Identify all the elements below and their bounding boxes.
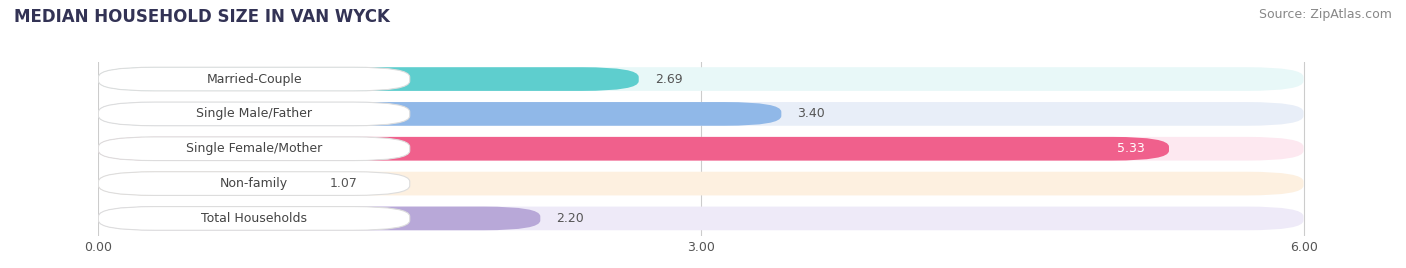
FancyBboxPatch shape: [98, 137, 409, 161]
Text: 1.07: 1.07: [329, 177, 357, 190]
FancyBboxPatch shape: [98, 172, 1303, 195]
Text: Single Female/Mother: Single Female/Mother: [186, 142, 322, 155]
FancyBboxPatch shape: [98, 102, 409, 126]
Text: Single Male/Father: Single Male/Father: [195, 107, 312, 120]
FancyBboxPatch shape: [98, 172, 314, 195]
FancyBboxPatch shape: [98, 137, 1168, 161]
Text: MEDIAN HOUSEHOLD SIZE IN VAN WYCK: MEDIAN HOUSEHOLD SIZE IN VAN WYCK: [14, 8, 389, 26]
FancyBboxPatch shape: [98, 67, 1303, 91]
FancyBboxPatch shape: [98, 207, 1303, 230]
Text: 2.69: 2.69: [655, 73, 682, 85]
Text: 2.20: 2.20: [557, 212, 583, 225]
Text: Married-Couple: Married-Couple: [207, 73, 302, 85]
FancyBboxPatch shape: [98, 67, 638, 91]
FancyBboxPatch shape: [98, 67, 409, 91]
Text: Source: ZipAtlas.com: Source: ZipAtlas.com: [1258, 8, 1392, 21]
FancyBboxPatch shape: [98, 102, 782, 126]
Text: 3.40: 3.40: [797, 107, 825, 120]
FancyBboxPatch shape: [98, 207, 409, 230]
Text: 5.33: 5.33: [1118, 142, 1144, 155]
FancyBboxPatch shape: [98, 137, 1303, 161]
FancyBboxPatch shape: [98, 102, 1303, 126]
Text: Total Households: Total Households: [201, 212, 307, 225]
FancyBboxPatch shape: [98, 172, 409, 195]
Text: Non-family: Non-family: [219, 177, 288, 190]
FancyBboxPatch shape: [98, 207, 540, 230]
